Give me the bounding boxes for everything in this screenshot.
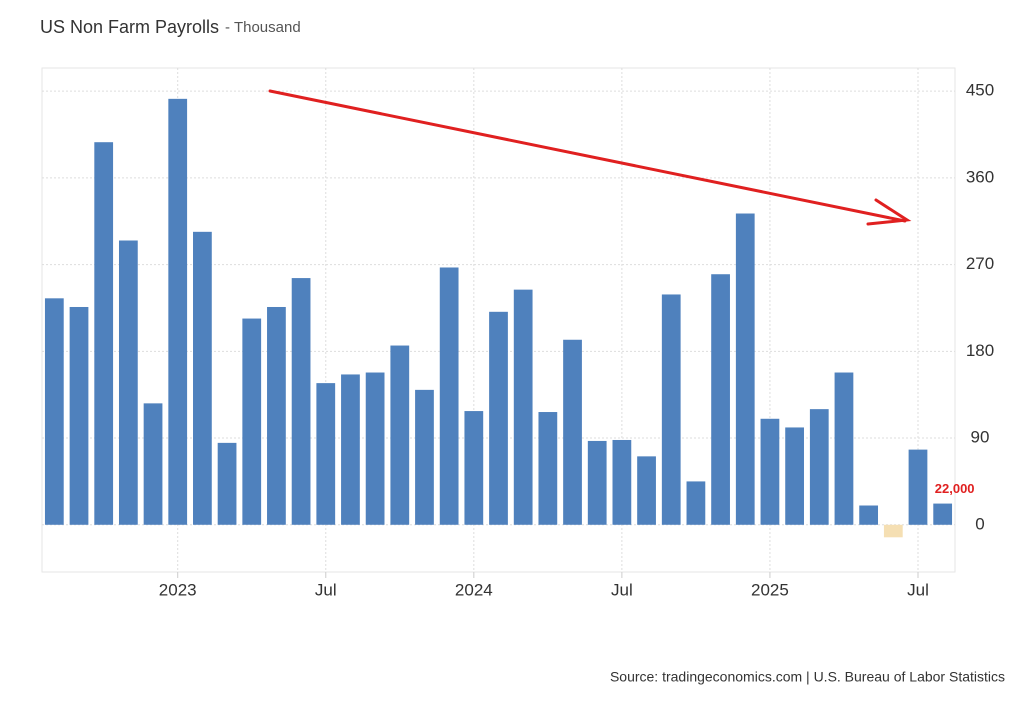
bar [439,267,459,525]
bar [489,311,508,525]
x-tick-label: 2025 [751,580,789,599]
bar [785,427,804,525]
bar [563,339,582,525]
x-tick-label: Jul [907,580,929,599]
bar [809,409,829,525]
bar [612,439,632,525]
x-tick-label: Jul [611,580,633,599]
bar [538,412,558,525]
x-tick-label: 2024 [455,580,493,599]
annotation-arrow [268,89,912,226]
bar [464,411,484,525]
bar [760,418,780,525]
bar [883,524,903,538]
bar [513,289,533,525]
bar [242,318,262,525]
chart-title: US Non Farm Payrolls - Thousand [40,17,301,37]
x-tick-label: 2023 [159,580,197,599]
y-tick-label: 270 [966,254,994,273]
bar [168,98,188,525]
y-tick-label: 0 [975,514,984,533]
x-tick-label: Jul [315,580,337,599]
y-tick-label: 360 [966,167,994,186]
bar [587,440,607,525]
y-tick-label: 180 [966,341,994,360]
plot-area [41,67,956,573]
bar [390,345,410,525]
y-tick-label: 450 [966,81,994,100]
bar [908,449,928,525]
bar [69,306,89,525]
bar [834,372,854,525]
bar [415,389,434,525]
data-label: 22,000 [935,481,975,496]
bar [143,403,163,525]
bar [341,374,360,525]
bar [267,306,286,525]
bar [637,456,656,525]
bar [44,298,64,525]
bar [118,240,138,525]
bar [365,372,385,525]
bar [291,278,311,525]
source-note: Source: tradingeconomics.com | U.S. Bure… [610,669,1005,685]
bar [193,231,212,525]
bar [859,505,879,525]
bar [661,294,681,525]
bar [933,503,953,525]
bar [94,142,114,525]
bar [316,383,336,525]
bar [686,481,706,525]
y-tick-label: 90 [971,428,990,447]
marks: 0 90 180 270 360 450 2023 Jul 2024 Jul 2025 Jul 22,0… [42,68,994,599]
bar [711,274,730,525]
bar [735,213,755,525]
bar [217,442,237,525]
